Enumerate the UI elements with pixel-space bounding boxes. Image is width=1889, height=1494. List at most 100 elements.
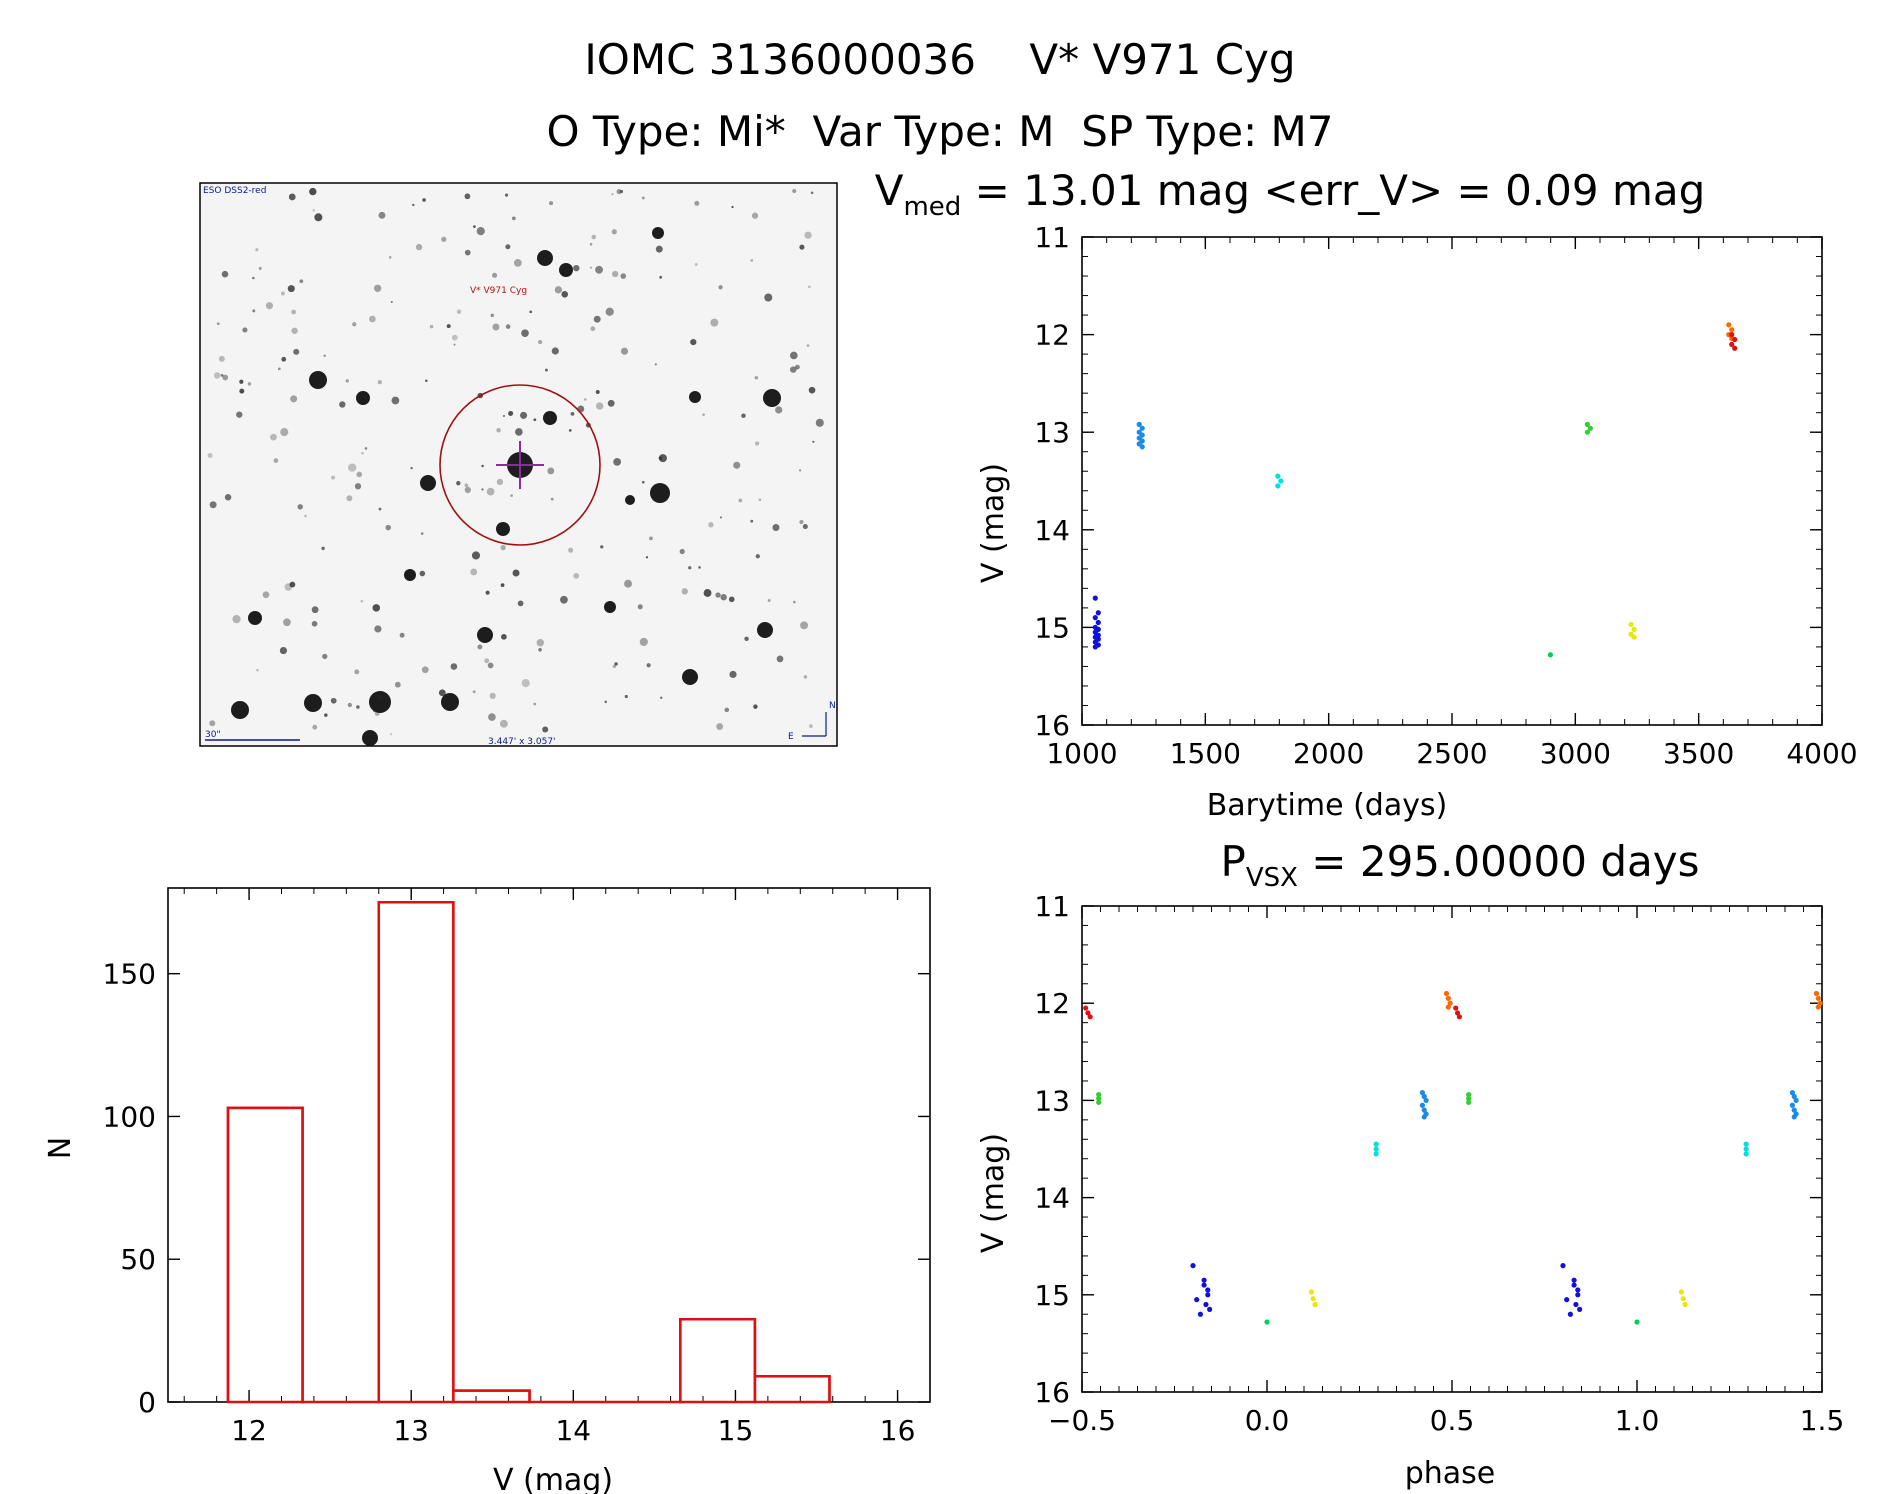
finder-star — [242, 327, 248, 333]
finder-star — [347, 702, 352, 708]
lightcurve-xtick-label: 1500 — [1170, 737, 1241, 770]
finder-star — [793, 600, 796, 604]
finder-star — [757, 622, 773, 638]
finder-star — [280, 291, 285, 296]
finder-star — [718, 285, 723, 290]
finder-star — [345, 379, 349, 383]
finder-star — [464, 249, 471, 256]
finder-star — [354, 483, 362, 490]
phased-point — [1085, 1010, 1091, 1016]
phased-point — [1791, 1114, 1797, 1120]
histogram-panel: V (mag) N 12 13 14 15 16 0 50 100 150 — [43, 887, 931, 1494]
lightcurve-point — [1139, 444, 1145, 450]
finder-star — [330, 697, 337, 704]
finder-target-label: V* V971 Cyg — [470, 286, 527, 296]
finder-star — [639, 637, 648, 647]
finder-star — [499, 719, 508, 728]
finder-star — [356, 705, 360, 709]
finder-star — [252, 309, 256, 313]
lightcurve-point — [1136, 421, 1142, 427]
finder-star — [650, 483, 670, 503]
finder-star — [422, 198, 426, 202]
finder-star — [514, 259, 522, 267]
lightcurve-ytick-label: 13 — [1034, 416, 1070, 449]
target-aperture — [439, 384, 601, 546]
finder-star — [549, 201, 554, 206]
finder-star — [346, 495, 353, 502]
finder-star — [299, 279, 304, 284]
lightcurve-point — [1278, 478, 1284, 484]
finder-star — [607, 399, 615, 407]
finder-star — [456, 309, 462, 314]
finder-star — [404, 569, 416, 581]
phased-point — [1423, 1097, 1429, 1103]
finder-star — [415, 243, 423, 251]
lightcurve-point — [1732, 336, 1738, 343]
phased-point — [1096, 1091, 1102, 1098]
finder-star — [767, 599, 771, 602]
finder-star — [798, 469, 802, 472]
phased-point — [1791, 1093, 1797, 1100]
finder-star — [751, 212, 759, 219]
finder-star — [792, 188, 797, 194]
phased-title: PVSX = 295.00000 days — [1221, 837, 1700, 893]
finder-star — [799, 519, 804, 525]
lightcurve-point — [1139, 425, 1145, 431]
finder-star — [339, 401, 346, 408]
finder-star — [589, 266, 593, 269]
finder-star — [802, 524, 808, 530]
finder-star — [280, 428, 289, 437]
finder-star — [374, 711, 380, 716]
finder-star — [573, 572, 580, 579]
finder-star — [595, 402, 604, 410]
finder-star — [694, 262, 698, 266]
finder-star — [239, 379, 244, 384]
phased-point — [1207, 1306, 1213, 1312]
finder-star — [372, 604, 381, 612]
finder-star — [484, 658, 490, 664]
finder-star — [658, 454, 667, 463]
phased-xlabel: phase — [1405, 1456, 1496, 1491]
finder-star — [441, 236, 447, 242]
phased-point — [1815, 1004, 1821, 1010]
finder-star — [812, 440, 815, 443]
phased-xtick-label: 1.5 — [1800, 1404, 1845, 1437]
finder-star — [750, 519, 754, 523]
finder-star — [789, 351, 798, 360]
histogram-ytick-label: 150 — [103, 958, 156, 991]
finder-star — [690, 338, 697, 346]
finder-star — [291, 327, 298, 334]
finder-star — [311, 606, 319, 614]
phased-ytick-label: 12 — [1034, 987, 1070, 1020]
finder-star — [533, 702, 537, 706]
lightcurve-point — [1631, 626, 1637, 632]
finder-star — [288, 193, 296, 201]
finder-star — [733, 461, 741, 469]
finder-star — [373, 710, 376, 713]
finder-star — [754, 375, 759, 380]
finder-star — [605, 307, 614, 316]
phased-xtick-label: 0.0 — [1245, 1404, 1290, 1437]
phased-point — [1205, 1287, 1211, 1293]
phased-point — [1813, 990, 1820, 997]
finder-star — [441, 693, 459, 711]
phased-point — [1308, 1289, 1314, 1295]
phased-point — [1201, 1277, 1207, 1283]
lightcurve-xlabel: Barytime (days) — [1207, 788, 1448, 823]
finder-star — [412, 203, 415, 207]
lightcurve-ytick-label: 12 — [1034, 319, 1070, 352]
histogram-ytick-label: 50 — [120, 1243, 156, 1276]
lightcurve-point — [1584, 429, 1590, 435]
finder-star — [487, 662, 494, 669]
finder-star — [519, 411, 528, 419]
finder-star — [492, 272, 498, 278]
phased-ytick-label: 15 — [1034, 1279, 1070, 1312]
finder-star — [544, 368, 548, 372]
finder-star — [324, 713, 328, 717]
phased-point — [1680, 1296, 1686, 1302]
lightcurve-panel: Vmed = 13.01 mag <err_V> = 0.09 mag Bary… — [875, 166, 1858, 823]
finder-star — [766, 625, 769, 628]
phased-title-sub: VSX — [1246, 863, 1298, 893]
histogram-ytick-label: 0 — [138, 1386, 156, 1419]
lightcurve-title-rest: = 13.01 mag <err_V> = 0.09 mag — [961, 166, 1705, 215]
